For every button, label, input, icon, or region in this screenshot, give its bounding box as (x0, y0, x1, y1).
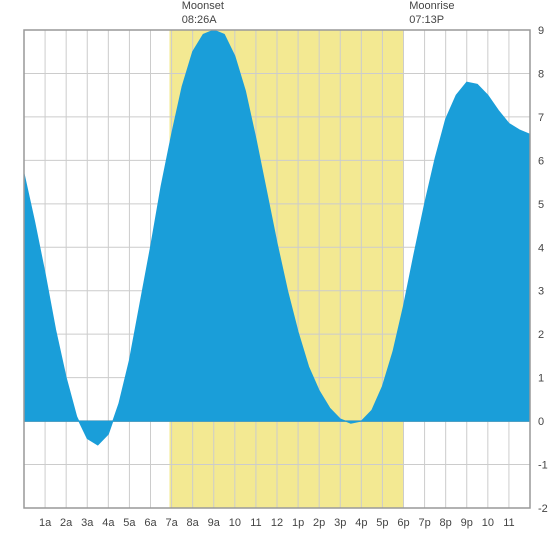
svg-text:5: 5 (538, 199, 544, 211)
moonrise-label: Moonrise 07:13P (409, 0, 454, 28)
svg-text:6: 6 (538, 155, 544, 167)
svg-text:2a: 2a (60, 517, 73, 529)
svg-text:3p: 3p (334, 517, 346, 529)
svg-text:3a: 3a (81, 517, 94, 529)
svg-text:8: 8 (538, 68, 544, 80)
svg-text:1a: 1a (39, 517, 52, 529)
svg-text:4: 4 (538, 242, 544, 254)
svg-text:4a: 4a (102, 517, 115, 529)
svg-text:11: 11 (503, 517, 514, 529)
svg-text:5p: 5p (376, 517, 388, 529)
svg-text:6a: 6a (144, 517, 157, 529)
moonrise-title: Moonrise (409, 0, 454, 14)
chart-svg: 1a2a3a4a5a6a7a8a9a1011121p2p3p4p5p6p7p8p… (0, 0, 550, 550)
svg-text:2p: 2p (313, 517, 325, 529)
svg-text:3: 3 (538, 286, 544, 298)
svg-text:9p: 9p (461, 517, 473, 529)
svg-text:11: 11 (250, 517, 261, 529)
moonrise-time: 07:13P (409, 14, 454, 28)
svg-text:6p: 6p (397, 517, 409, 529)
svg-text:12: 12 (271, 517, 283, 529)
moonset-time: 08:26A (182, 14, 224, 28)
svg-text:4p: 4p (355, 517, 367, 529)
svg-text:7p: 7p (418, 517, 430, 529)
svg-text:10: 10 (482, 517, 494, 529)
svg-text:1p: 1p (292, 517, 304, 529)
svg-text:8p: 8p (440, 517, 452, 529)
svg-text:5a: 5a (123, 517, 136, 529)
svg-text:9: 9 (538, 25, 544, 37)
svg-text:7a: 7a (165, 517, 178, 529)
moonset-label: Moonset 08:26A (182, 0, 224, 28)
tide-chart: 1a2a3a4a5a6a7a8a9a1011121p2p3p4p5p6p7p8p… (0, 0, 550, 550)
svg-text:-1: -1 (538, 460, 548, 472)
svg-text:9a: 9a (208, 517, 221, 529)
svg-text:10: 10 (229, 517, 241, 529)
svg-text:-2: -2 (538, 503, 548, 515)
svg-text:1: 1 (538, 373, 544, 385)
svg-text:8a: 8a (187, 517, 200, 529)
svg-text:0: 0 (538, 416, 544, 428)
svg-text:7: 7 (538, 112, 544, 124)
moonset-title: Moonset (182, 0, 224, 14)
svg-text:2: 2 (538, 329, 544, 341)
